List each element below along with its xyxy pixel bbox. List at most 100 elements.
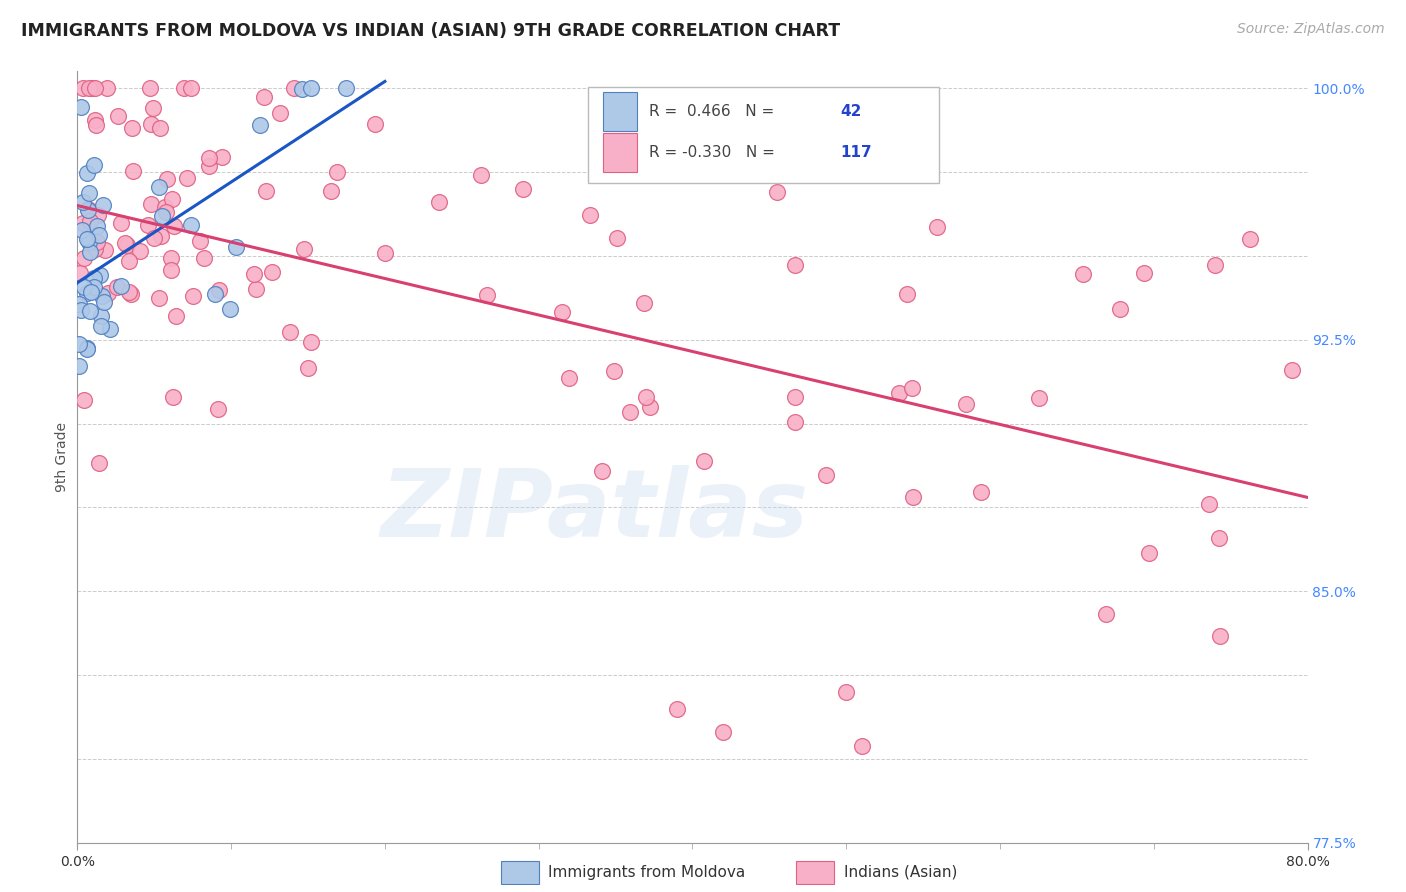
Point	[86, 235, 108, 249]
Point	[139, 81, 162, 95]
Point	[204, 287, 226, 301]
Point	[70, 223, 93, 237]
Point	[225, 240, 247, 254]
Point	[76, 342, 98, 356]
Point	[155, 200, 177, 214]
Point	[128, 244, 150, 258]
Point	[927, 220, 949, 235]
Point	[84, 242, 107, 256]
Point	[93, 244, 115, 258]
Point	[77, 186, 100, 200]
Point	[76, 341, 98, 355]
Point	[1239, 232, 1261, 246]
Point	[69, 302, 91, 317]
Point	[122, 164, 145, 178]
Point	[77, 235, 100, 249]
Point	[118, 254, 141, 268]
Point	[79, 214, 101, 228]
Point	[193, 251, 215, 265]
Point	[711, 725, 734, 739]
Point	[896, 287, 918, 301]
Point	[141, 197, 163, 211]
Point	[80, 81, 103, 95]
Point	[1108, 301, 1130, 316]
Point	[80, 285, 103, 300]
Point	[851, 739, 873, 753]
Point	[67, 337, 90, 351]
Point	[76, 166, 98, 180]
Point	[83, 280, 105, 294]
Point	[72, 81, 94, 95]
Point	[142, 231, 165, 245]
Bar	[603, 92, 637, 131]
Point	[1095, 607, 1118, 622]
Point	[835, 685, 858, 699]
Point	[1208, 628, 1230, 642]
Point	[163, 219, 186, 233]
Point	[91, 289, 114, 303]
Point	[136, 219, 159, 233]
Point	[89, 456, 111, 470]
Point	[579, 209, 602, 223]
Point	[591, 464, 613, 478]
Point	[335, 81, 357, 95]
Point	[249, 118, 271, 132]
Point	[1071, 267, 1094, 281]
Point	[83, 113, 105, 128]
Point	[211, 150, 233, 164]
Point	[321, 184, 343, 198]
Point	[785, 415, 807, 429]
Point	[83, 158, 105, 172]
Point	[121, 120, 143, 135]
Text: 42: 42	[841, 104, 862, 119]
Point	[901, 381, 924, 395]
Point	[67, 359, 90, 373]
Point	[93, 295, 115, 310]
Point	[427, 194, 450, 209]
Point	[73, 279, 96, 293]
Point	[364, 117, 387, 131]
Text: R = -0.330   N =: R = -0.330 N =	[650, 145, 780, 160]
Point	[149, 120, 172, 135]
Point	[245, 281, 267, 295]
Point	[69, 100, 91, 114]
Point	[1028, 391, 1050, 405]
Point	[1133, 266, 1156, 280]
Point	[955, 397, 977, 411]
Point	[198, 151, 221, 165]
Point	[139, 117, 162, 131]
Text: IMMIGRANTS FROM MOLDOVA VS INDIAN (ASIAN) 9TH GRADE CORRELATION CHART: IMMIGRANTS FROM MOLDOVA VS INDIAN (ASIAN…	[21, 22, 841, 40]
Text: Immigrants from Moldova: Immigrants from Moldova	[548, 865, 745, 880]
Point	[291, 82, 314, 96]
Point	[889, 386, 911, 401]
Point	[77, 203, 100, 218]
Point	[638, 400, 661, 414]
Point	[558, 371, 581, 385]
Point	[156, 172, 179, 186]
FancyBboxPatch shape	[588, 87, 939, 183]
Point	[69, 266, 91, 280]
Point	[326, 165, 349, 179]
Point	[115, 238, 138, 252]
Point	[470, 168, 492, 182]
Bar	[603, 133, 637, 171]
Point	[114, 235, 136, 250]
Point	[89, 268, 111, 282]
Point	[149, 228, 172, 243]
Point	[208, 283, 231, 297]
Point	[901, 490, 924, 504]
Point	[783, 390, 806, 404]
Point	[606, 230, 628, 244]
Text: Source: ZipAtlas.com: Source: ZipAtlas.com	[1237, 22, 1385, 37]
Point	[73, 251, 96, 265]
Point	[253, 90, 276, 104]
Point	[262, 265, 284, 279]
Point	[67, 297, 90, 311]
Point	[77, 81, 100, 95]
Point	[1137, 546, 1160, 560]
Point	[142, 101, 165, 115]
Point	[477, 287, 499, 301]
Point	[107, 109, 129, 123]
Point	[77, 202, 100, 216]
Point	[278, 326, 301, 340]
